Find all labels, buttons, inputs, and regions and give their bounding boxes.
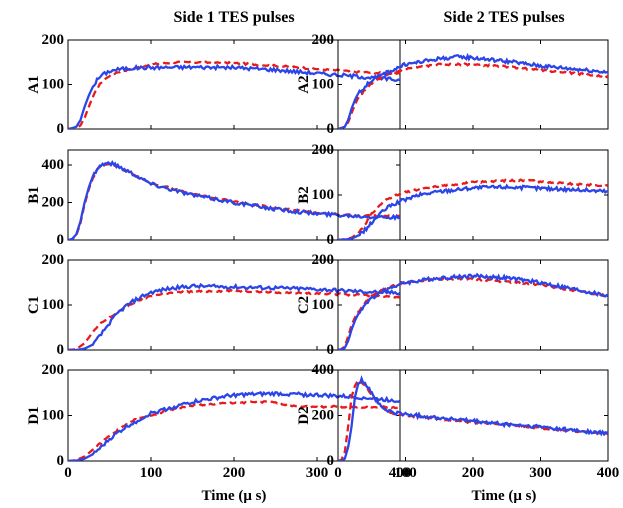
y-tick-label: 0 bbox=[327, 453, 335, 469]
y-tick-label: 100 bbox=[312, 77, 335, 93]
x-tick-label: 400 bbox=[597, 465, 620, 481]
y-tick-label: 200 bbox=[312, 252, 335, 268]
panel-a2-series-blue bbox=[338, 52, 608, 129]
y-tick-label: 0 bbox=[57, 342, 65, 358]
panel-a2-series-red bbox=[338, 62, 608, 129]
panel-c1-label: C1 bbox=[26, 296, 42, 314]
y-tick-label: 0 bbox=[57, 232, 65, 248]
x-tick-label: 0 bbox=[334, 465, 342, 481]
y-tick-label: 0 bbox=[327, 121, 335, 137]
y-tick-label: 0 bbox=[57, 121, 65, 137]
y-tick-label: 200 bbox=[312, 142, 335, 158]
panel-d1-label: D1 bbox=[26, 406, 42, 424]
y-tick-label: 100 bbox=[42, 297, 65, 313]
panel-d2-frame bbox=[337, 369, 609, 462]
x-tick-label: 100 bbox=[394, 465, 417, 481]
panel-a1-series-blue bbox=[68, 63, 400, 129]
panel-b1-label: B1 bbox=[26, 186, 42, 204]
y-tick-label: 200 bbox=[312, 32, 335, 48]
panel-c1-series-blue bbox=[68, 282, 400, 350]
y-tick-label: 200 bbox=[42, 252, 65, 268]
x-axis-label-left: Time (μ s) bbox=[202, 488, 267, 504]
panel-a2-frame bbox=[337, 39, 609, 130]
x-tick-label: 200 bbox=[462, 465, 485, 481]
x-tick-label: 100 bbox=[140, 465, 163, 481]
y-tick-label: 400 bbox=[312, 362, 335, 378]
panel-grid: A10100200B10200400B20100200C10100200C201… bbox=[26, 32, 619, 481]
y-tick-label: 0 bbox=[57, 453, 65, 469]
x-tick-label: 300 bbox=[306, 465, 329, 481]
x-axis-label-right: Time (μ s) bbox=[472, 488, 537, 504]
x-tick-label: 300 bbox=[529, 465, 552, 481]
panel-c2-label: C2 bbox=[296, 296, 312, 314]
panel-c2-series-blue bbox=[338, 272, 608, 350]
y-tick-label: 100 bbox=[312, 187, 335, 203]
panel-a1-label: A1 bbox=[26, 75, 42, 93]
y-tick-label: 100 bbox=[42, 408, 65, 424]
y-tick-label: 200 bbox=[42, 362, 65, 378]
panel-b2-series-red bbox=[338, 178, 608, 240]
x-tick-label: 0 bbox=[64, 465, 72, 481]
panel-b2-series-blue bbox=[338, 183, 608, 240]
x-tick-label: 200 bbox=[223, 465, 246, 481]
panel-b2-frame bbox=[337, 149, 609, 241]
y-tick-label: 100 bbox=[312, 297, 335, 313]
panel-d2-series-blue bbox=[338, 375, 608, 461]
y-tick-label: 200 bbox=[42, 32, 65, 48]
panel-a2-label: A2 bbox=[296, 75, 312, 93]
panel-b1-series-red bbox=[68, 162, 400, 240]
panel-b2-label: B2 bbox=[296, 186, 312, 204]
y-tick-label: 100 bbox=[42, 77, 65, 93]
panel-c2-series-red bbox=[338, 276, 608, 350]
panel-c2-frame bbox=[337, 259, 609, 351]
y-tick-label: 200 bbox=[42, 195, 65, 211]
y-tick-label: 0 bbox=[327, 342, 335, 358]
panel-d1-series-blue bbox=[68, 390, 400, 461]
panel-d2-series-red bbox=[338, 378, 608, 461]
column-title-side1: Side 1 TES pulses bbox=[173, 9, 294, 26]
panel-a1-series-red bbox=[68, 60, 400, 129]
y-tick-label: 400 bbox=[42, 157, 65, 173]
y-tick-label: 0 bbox=[327, 232, 335, 248]
column-title-side2: Side 2 TES pulses bbox=[443, 9, 564, 26]
x-tick-label: 400 bbox=[389, 465, 412, 481]
panel-b1-series-blue bbox=[68, 159, 400, 240]
panel-c1-series-red bbox=[68, 288, 400, 350]
panel-d2-label: D2 bbox=[296, 406, 312, 424]
panel-d1-series-red bbox=[68, 399, 400, 461]
y-tick-label: 200 bbox=[312, 408, 335, 424]
